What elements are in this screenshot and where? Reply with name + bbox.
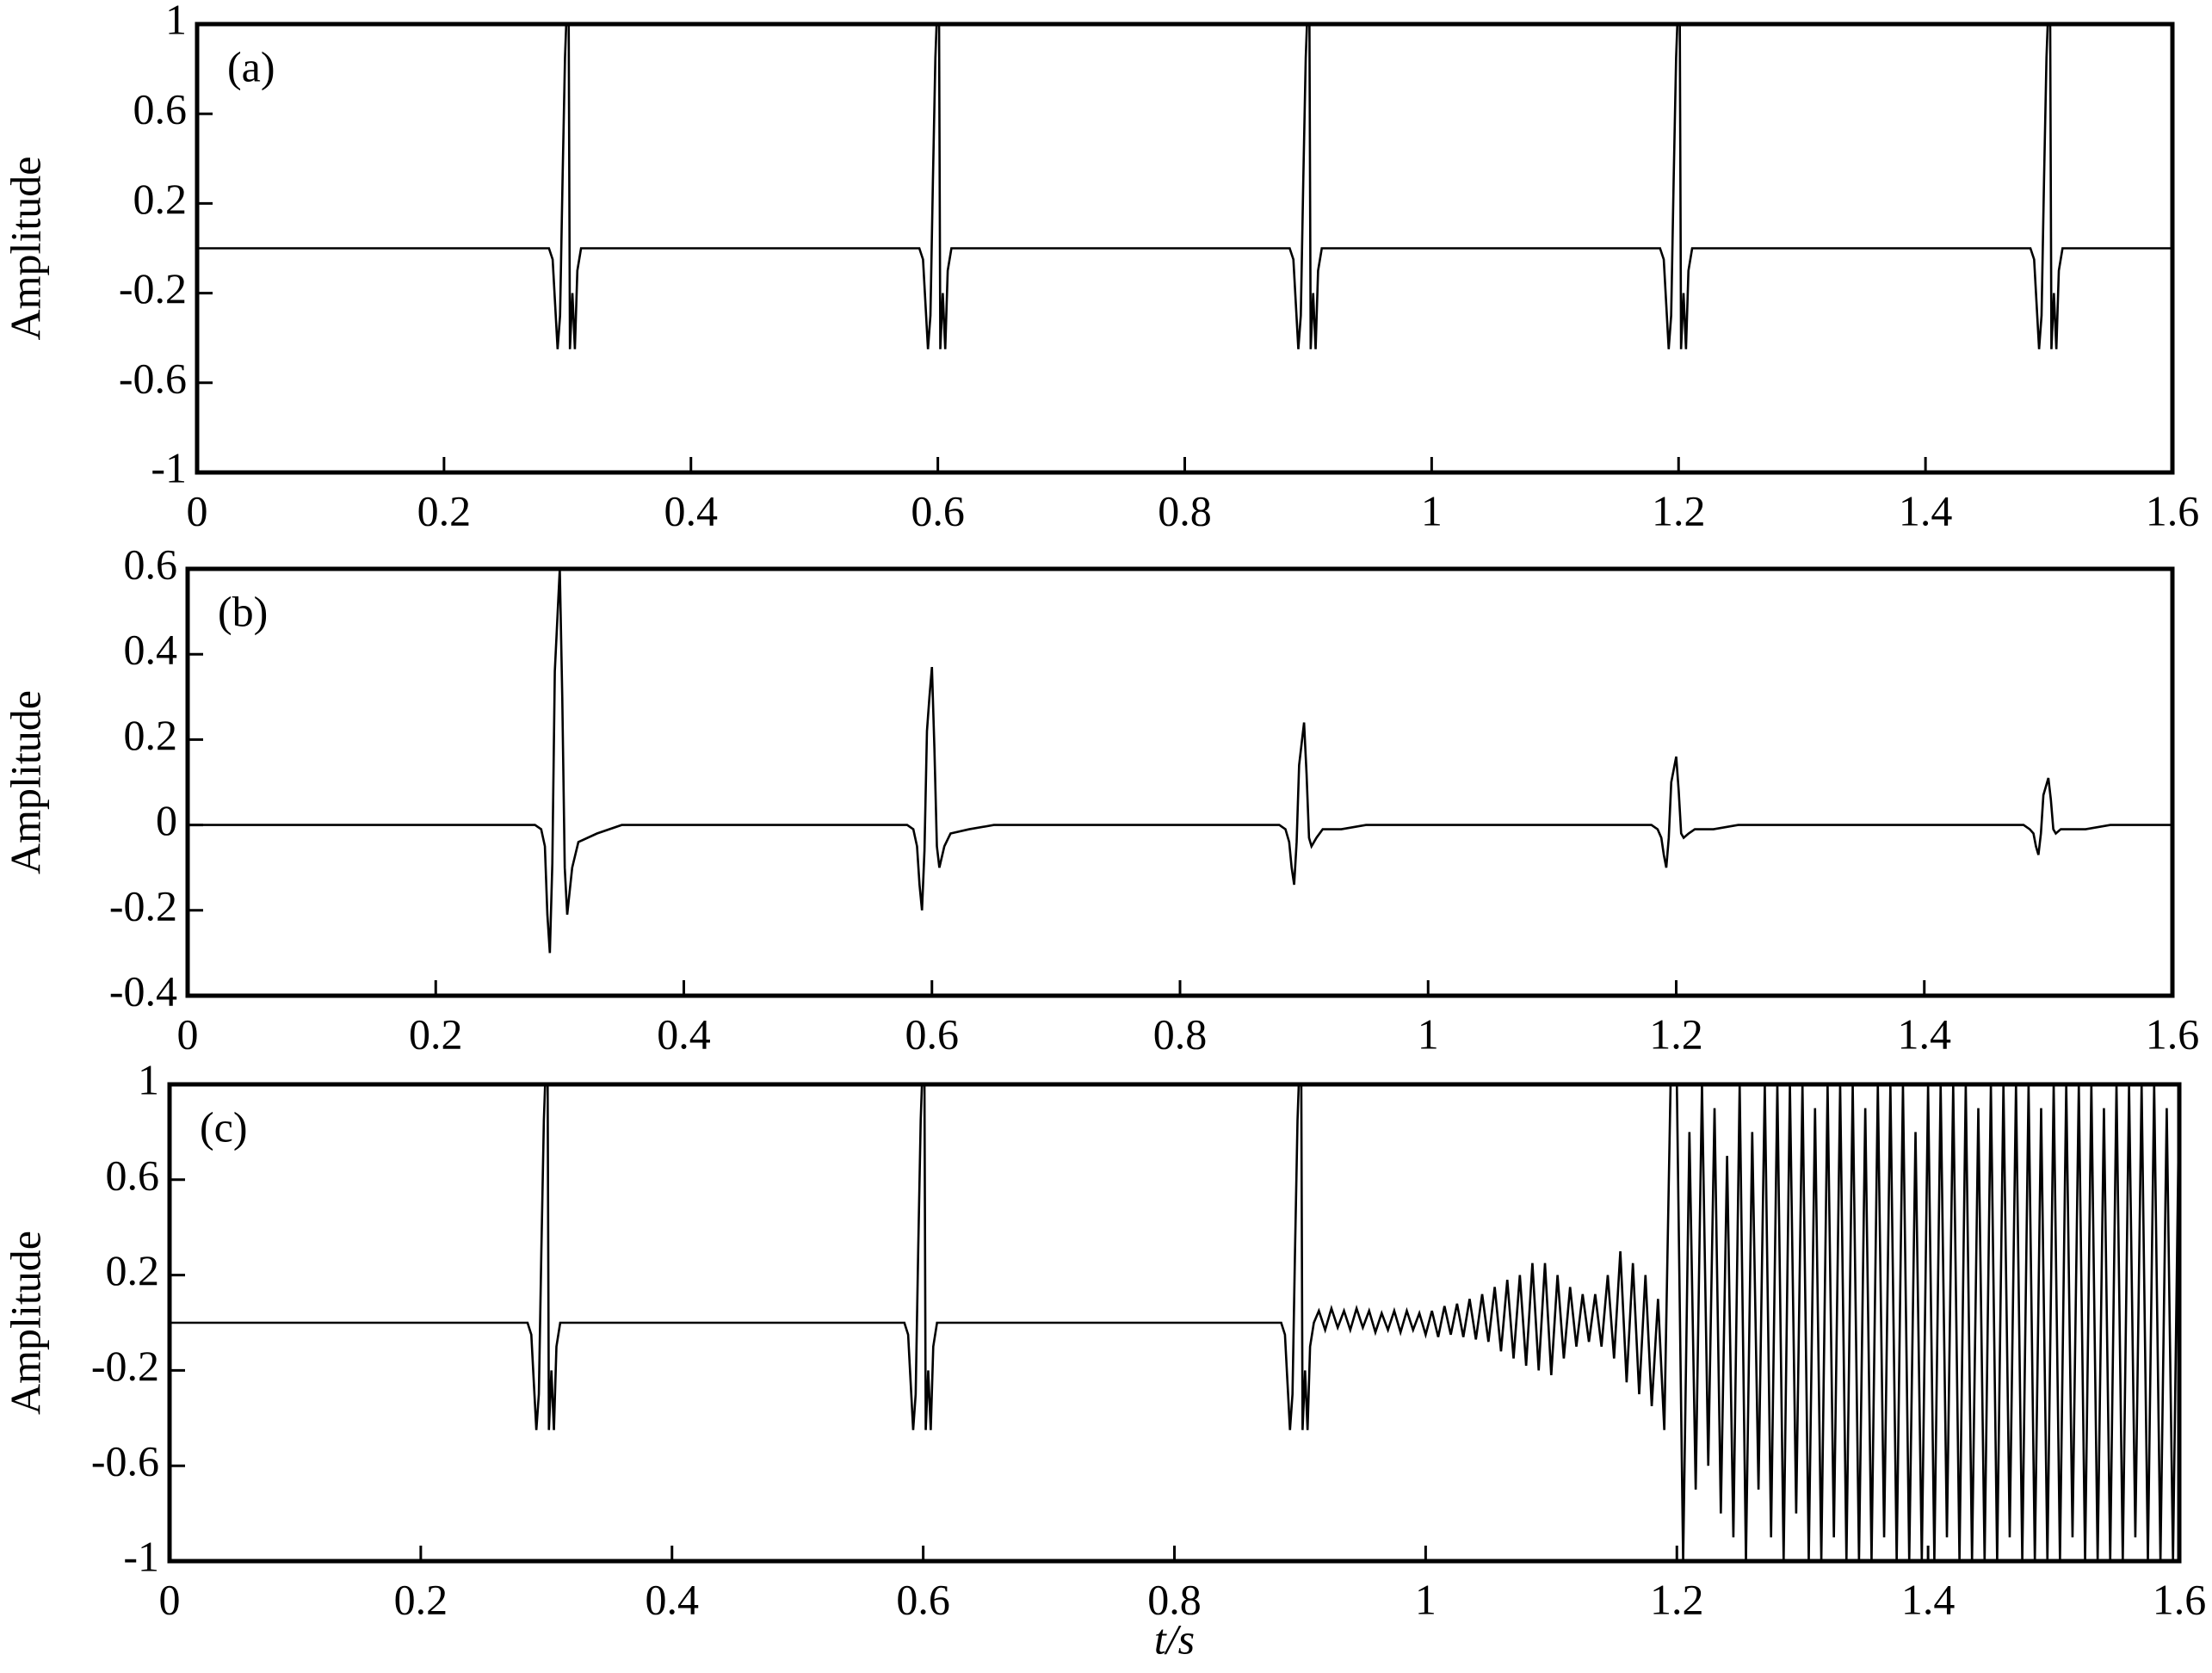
y-tick-label: -0.2 bbox=[91, 1342, 159, 1390]
x-tick-label: 0 bbox=[187, 486, 208, 534]
y-tick-label: 0.6 bbox=[106, 1151, 160, 1199]
x-tick-label: 0.2 bbox=[394, 1575, 448, 1623]
x-tick-label: 1 bbox=[1421, 486, 1443, 534]
x-tick-label: 1 bbox=[1415, 1575, 1437, 1623]
x-tick-label: 0.8 bbox=[1147, 1575, 1202, 1623]
y-axis-label: Amplitude bbox=[1, 1231, 49, 1415]
signal-line bbox=[170, 1084, 2179, 1561]
panel-label: (a) bbox=[227, 42, 275, 90]
plot-frame bbox=[185, 566, 2175, 998]
y-tick-label: 1 bbox=[138, 1055, 159, 1103]
plot-area bbox=[170, 1084, 2179, 1561]
plot-area bbox=[188, 569, 2172, 954]
y-tick-label: 0.2 bbox=[124, 711, 178, 759]
y-tick-label: 0.6 bbox=[124, 540, 178, 588]
x-tick-label: 1.4 bbox=[1898, 1009, 1952, 1058]
x-tick-label: 1.6 bbox=[2146, 486, 2200, 534]
y-tick-label: 1 bbox=[165, 0, 187, 43]
y-tick-label: 0.2 bbox=[133, 175, 188, 223]
signal-line bbox=[197, 24, 2172, 349]
y-tick-label: 0.4 bbox=[124, 626, 178, 674]
y-tick-label: -0.6 bbox=[119, 354, 187, 402]
y-tick-label: -0.4 bbox=[109, 966, 177, 1015]
y-tick-label: -1 bbox=[123, 1532, 159, 1580]
y-tick-label: 0.6 bbox=[133, 85, 188, 133]
y-tick-label: 0.2 bbox=[106, 1246, 160, 1294]
x-tick-label: 1.4 bbox=[1901, 1575, 1956, 1623]
x-tick-label: 0.6 bbox=[896, 1575, 950, 1623]
x-tick-label: 0.8 bbox=[1158, 486, 1212, 534]
plot-area bbox=[197, 24, 2172, 349]
x-tick-label: 1.2 bbox=[1652, 486, 1706, 534]
signal-line bbox=[188, 569, 2172, 954]
x-tick-label: 0.6 bbox=[911, 486, 965, 534]
y-axis-label: Amplitude bbox=[1, 690, 49, 874]
y-tick-label: -0.2 bbox=[119, 264, 187, 312]
x-tick-label: 0.2 bbox=[409, 1009, 463, 1058]
y-tick-label: -0.2 bbox=[109, 881, 177, 929]
x-tick-label: 0.6 bbox=[905, 1009, 960, 1058]
x-tick-label: 1.2 bbox=[1649, 1009, 1703, 1058]
x-tick-label: 0.4 bbox=[664, 486, 719, 534]
y-axis-label: Amplitude bbox=[1, 157, 49, 341]
x-tick-label: 0.4 bbox=[657, 1009, 711, 1058]
subplot: 0 0.2 0.4 0.6 0.8 1 1.2 1.4 1.6 -0.4 -0.2 0 0.2 0.4 0.… bbox=[1, 540, 2199, 1058]
y-tick-label: -1 bbox=[151, 443, 187, 491]
x-tick-label: 1.6 bbox=[2146, 1009, 2200, 1058]
x-tick-label: 0.4 bbox=[646, 1575, 700, 1623]
x-tick-label: 1.4 bbox=[1899, 486, 1953, 534]
subplot: 0 0.2 0.4 0.6 0.8 1 1.2 1.4 1.6 -1 -0.6 -0.2 0.2 0.6 1… bbox=[1, 0, 2199, 534]
y-tick-label: 0 bbox=[156, 796, 177, 844]
x-tick-label: 1.6 bbox=[2153, 1575, 2207, 1623]
x-axis-label: t/s bbox=[1154, 1614, 1195, 1663]
x-tick-label: 0.2 bbox=[417, 486, 472, 534]
subplot: 0 0.2 0.4 0.6 0.8 1 1.2 1.4 1.6 -1 -0.6 -0.2 0.2 0.6 1… bbox=[1, 1055, 2206, 1663]
x-tick-label: 1.2 bbox=[1650, 1575, 1704, 1623]
x-tick-label: 0 bbox=[177, 1009, 199, 1058]
panel-label: (b) bbox=[218, 587, 268, 635]
panel-label: (c) bbox=[200, 1102, 248, 1151]
x-tick-label: 0 bbox=[159, 1575, 181, 1623]
y-tick-label: -0.6 bbox=[91, 1437, 159, 1485]
x-tick-label: 1 bbox=[1418, 1009, 1439, 1058]
x-tick-label: 0.8 bbox=[1153, 1009, 1208, 1058]
